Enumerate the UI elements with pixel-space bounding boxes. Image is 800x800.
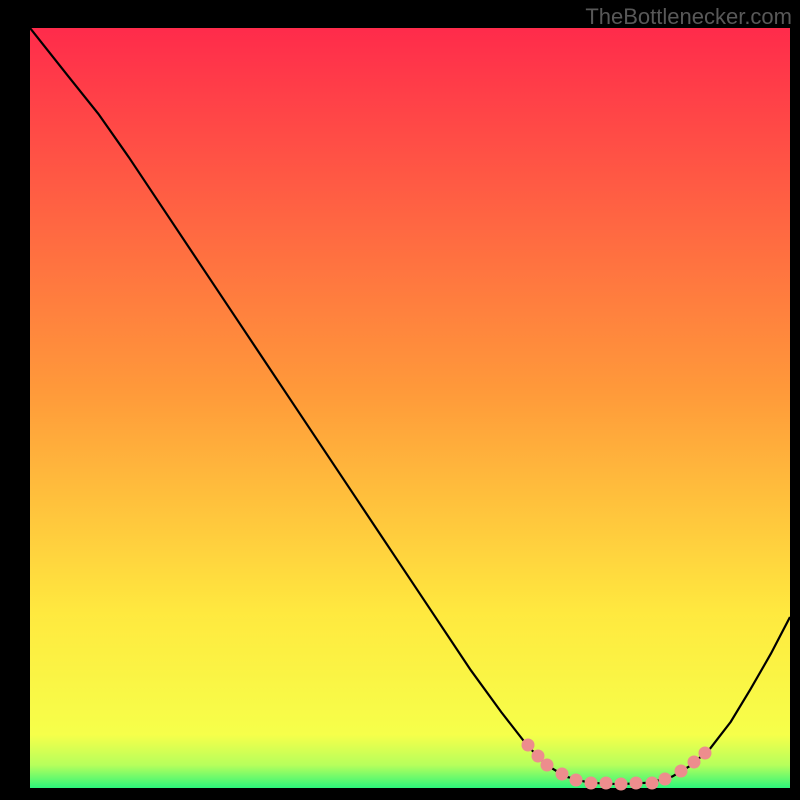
chart-plot-area: [30, 28, 790, 788]
chart-marker: [630, 777, 643, 790]
chart-marker: [615, 778, 628, 791]
chart-marker: [645, 776, 658, 789]
watermark-text: TheBottlenecker.com: [585, 4, 792, 30]
chart-marker: [688, 756, 701, 769]
chart-curve: [30, 28, 790, 784]
chart-marker: [521, 739, 534, 752]
chart-marker: [600, 777, 613, 790]
chart-marker: [659, 772, 672, 785]
chart-marker: [584, 776, 597, 789]
chart-marker: [556, 768, 569, 781]
chart-marker: [569, 773, 582, 786]
chart-marker: [540, 759, 553, 772]
chart-curve-layer: [30, 28, 790, 788]
chart-marker: [698, 747, 711, 760]
chart-marker: [674, 765, 687, 778]
